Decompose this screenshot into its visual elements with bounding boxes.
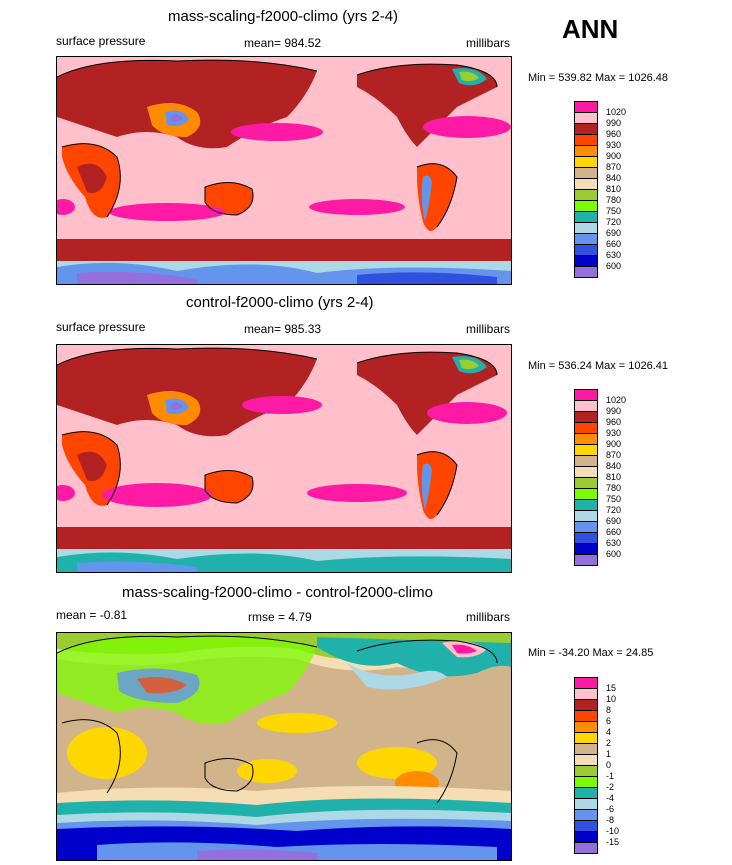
colorbar-label: 990 <box>606 406 622 416</box>
panel-2-variable-label: surface pressure <box>56 320 146 334</box>
panel-2-mean-label: mean= 985.33 <box>244 322 322 336</box>
colorbar-label: 8 <box>606 705 612 715</box>
colorbar-label: 0 <box>606 760 612 770</box>
panel-1-mean-label: mean= 984.52 <box>244 36 322 50</box>
colorbar-label: 630 <box>606 538 622 548</box>
colorbar-label: 720 <box>606 217 622 227</box>
colorbar-label: 990 <box>606 118 622 128</box>
colorbar-swatch <box>574 266 598 278</box>
colorbar-label: 780 <box>606 195 622 205</box>
colorbar-label: 660 <box>606 239 622 249</box>
colorbar-label: 930 <box>606 140 622 150</box>
panel-1-variable-label: surface pressure <box>56 34 146 48</box>
colorbar-label: 720 <box>606 505 622 515</box>
colorbar-label: 600 <box>606 549 622 559</box>
colorbar-label: 660 <box>606 527 622 537</box>
colorbar-label: 750 <box>606 206 622 216</box>
panel-3-map <box>56 632 512 861</box>
panel-3-min-max: Min = -34.20 Max = 24.85 <box>528 647 654 659</box>
colorbar-label: -6 <box>606 804 615 814</box>
colorbar-label: 630 <box>606 250 622 260</box>
colorbar-label: 690 <box>606 228 622 238</box>
panel-3-units-label: millibars <box>466 610 511 624</box>
colorbar-label: 870 <box>606 450 622 460</box>
colorbar-label: -8 <box>606 815 615 825</box>
colorbar-label: -4 <box>606 793 615 803</box>
colorbar-label: 960 <box>606 129 622 139</box>
colorbar-label: 1020 <box>606 395 627 405</box>
panel-1-min-max: Min = 539.82 Max = 1026.48 <box>528 72 669 84</box>
colorbar-label: 840 <box>606 461 622 471</box>
panel-2-min-max: Min = 536.24 Max = 1026.41 <box>528 360 669 372</box>
colorbar-label: 600 <box>606 261 622 271</box>
colorbar-label: 840 <box>606 173 622 183</box>
colorbar-label: -10 <box>606 826 620 836</box>
colorbar-label: 1020 <box>606 107 627 117</box>
colorbar-label: 4 <box>606 727 612 737</box>
colorbar-label: 960 <box>606 417 622 427</box>
panel-2-title: control-f2000-climo (yrs 2-4) <box>186 294 374 311</box>
colorbar-label: -2 <box>606 782 615 792</box>
colorbar-label: 810 <box>606 184 622 194</box>
panel-2-units-label: millibars <box>466 322 511 336</box>
colorbar-label: 810 <box>606 472 622 482</box>
panel-2-map <box>56 344 512 573</box>
colorbar-label: 870 <box>606 162 622 172</box>
colorbar-label: -1 <box>606 771 615 781</box>
colorbar-label: 780 <box>606 483 622 493</box>
colorbar-label: 690 <box>606 516 622 526</box>
colorbar-label: 15 <box>606 683 617 693</box>
colorbar-label: 1 <box>606 749 612 759</box>
colorbar-label: 10 <box>606 694 617 704</box>
panel-1-units-label: millibars <box>466 36 511 50</box>
season-label: ANN <box>562 14 619 44</box>
colorbar-label: -15 <box>606 837 620 847</box>
panel-1-title: mass-scaling-f2000-climo (yrs 2-4) <box>168 8 399 25</box>
colorbar-label: 2 <box>606 738 612 748</box>
colorbar-swatch <box>574 842 598 854</box>
colorbar-label: 6 <box>606 716 612 726</box>
panel-1-map <box>56 56 512 285</box>
panel-3-rmse-label: rmse = 4.79 <box>248 610 312 624</box>
colorbar-swatch <box>574 554 598 566</box>
colorbar-label: 900 <box>606 439 622 449</box>
colorbar-label: 930 <box>606 428 622 438</box>
colorbar-label: 750 <box>606 494 622 504</box>
panel-3-title: mass-scaling-f2000-climo - control-f2000… <box>122 584 433 601</box>
panel-3-mean-label: mean = -0.81 <box>56 608 128 622</box>
colorbar-label: 900 <box>606 151 622 161</box>
